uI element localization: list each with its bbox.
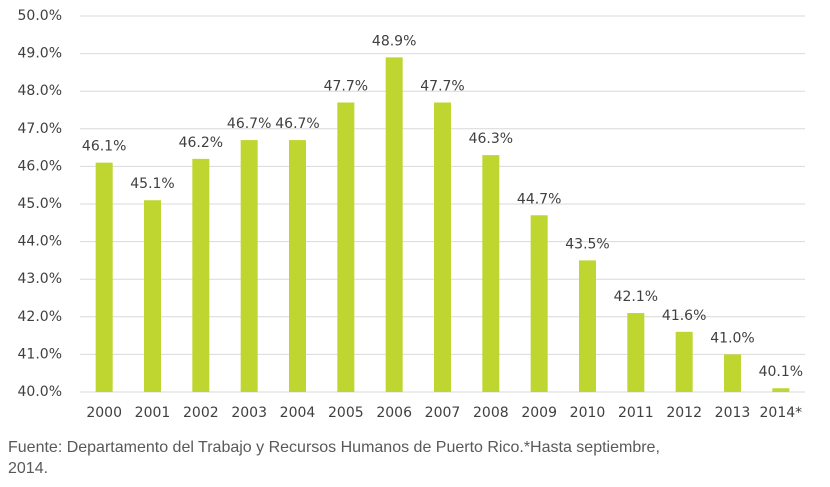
source-note: Fuente: Departamento del Trabajo y Recur…: [8, 439, 660, 456]
y-tick-label: 47.0%: [18, 121, 62, 137]
bar: [482, 155, 500, 392]
x-tick-label: 2003: [231, 405, 267, 421]
value-label: 41.0%: [710, 330, 754, 346]
y-tick-label: 48.0%: [18, 83, 62, 99]
value-label: 43.5%: [565, 236, 609, 252]
x-tick-label: 2008: [473, 405, 509, 421]
x-tick-label: 2012: [666, 405, 702, 421]
value-label: 47.7%: [324, 78, 368, 94]
y-tick-label: 40.0%: [18, 384, 62, 400]
bar: [772, 388, 790, 392]
value-label: 46.3%: [469, 131, 513, 147]
value-label: 46.2%: [179, 135, 223, 151]
x-tick-label: 2011: [618, 405, 654, 421]
x-tick-label: 2002: [183, 405, 219, 421]
value-label: 46.7%: [227, 116, 271, 132]
x-tick-label: 2014*: [760, 405, 803, 421]
bar: [240, 140, 258, 392]
value-label: 42.1%: [614, 289, 658, 305]
bar: [95, 162, 113, 392]
bar: [385, 57, 403, 393]
value-label: 46.7%: [275, 116, 319, 132]
value-label: 46.1%: [82, 139, 126, 155]
bar: [530, 215, 548, 392]
y-tick-label: 45.0%: [18, 196, 62, 212]
y-tick-label: 44.0%: [18, 234, 62, 250]
bar: [337, 102, 355, 392]
value-label: 47.7%: [420, 78, 464, 94]
y-tick-label: 43.0%: [18, 271, 62, 287]
x-tick-label: 2009: [521, 405, 557, 421]
x-tick-label: 2006: [376, 405, 412, 421]
y-tick-label: 41.0%: [18, 346, 62, 362]
value-label: 44.7%: [517, 191, 561, 207]
bar: [434, 102, 451, 392]
x-tick-label: 2005: [328, 405, 364, 421]
value-label: 40.1%: [759, 364, 803, 380]
bar: [144, 200, 161, 392]
source-note: 2014.: [8, 460, 48, 477]
bar: [192, 158, 210, 392]
x-tick-label: 2010: [570, 405, 606, 421]
x-tick-label: 2004: [280, 405, 316, 421]
bar: [579, 260, 596, 392]
x-tick-label: 2001: [135, 405, 171, 421]
value-label: 41.6%: [662, 308, 706, 324]
y-tick-label: 49.0%: [18, 46, 62, 62]
value-label: 48.9%: [372, 33, 416, 49]
bar: [724, 354, 741, 392]
x-tick-label: 2007: [425, 405, 461, 421]
y-tick-label: 42.0%: [18, 309, 62, 325]
bar: [627, 313, 645, 392]
bar: [289, 140, 306, 392]
y-tick-label: 50.0%: [18, 8, 62, 24]
x-tick-label: 2013: [715, 405, 751, 421]
bar: [675, 331, 693, 392]
value-label: 45.1%: [130, 176, 174, 192]
y-tick-label: 46.0%: [18, 158, 62, 174]
x-tick-label: 2000: [86, 405, 122, 421]
